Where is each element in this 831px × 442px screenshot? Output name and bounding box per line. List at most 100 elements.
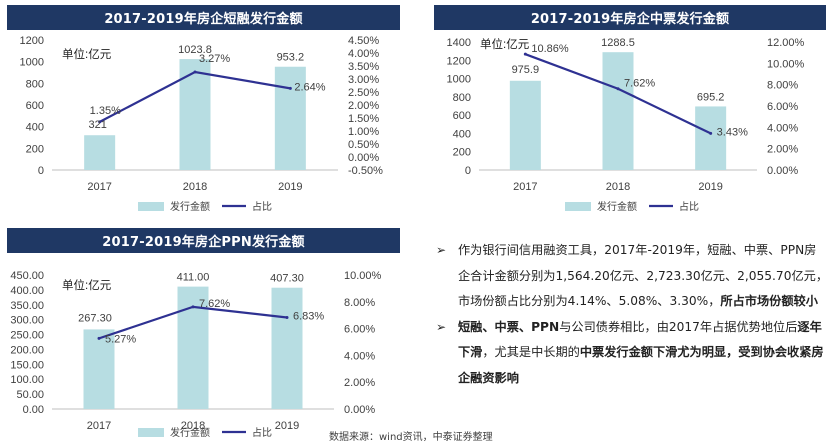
left-axis-tick-label: 400 [453, 128, 471, 140]
bar-value-label: 321 [88, 119, 106, 131]
legend-label-amount: 发行金额 [170, 426, 210, 439]
left-axis-tick-label: 0 [465, 165, 471, 177]
arrow-bullet-icon: ➢ [436, 319, 447, 334]
bar-value-label: 1288.5 [601, 37, 635, 49]
right-axis-tick-label: 12.00% [767, 37, 805, 49]
chart3-title: 2017-2019年房企PPN发行金额 [7, 228, 400, 253]
right-axis-tick-label: 0.00% [344, 404, 375, 416]
right-axis-tick-label: 2.00% [767, 144, 798, 156]
bar-value-label: 695.2 [697, 91, 725, 103]
x-axis-tick-label: 2017 [87, 181, 111, 193]
share-point-2017 [97, 336, 101, 340]
left-axis-tick-label: 1000 [447, 74, 471, 86]
note-bullet-1: ➢ 作为银行间信用融资工具，2017年-2019年，短融、中票、PPN房企合计金额… [436, 238, 828, 315]
right-axis-tick-label: 2.50% [348, 87, 379, 99]
legend-label-amount: 发行金额 [597, 200, 637, 213]
note1-text: 作为银行间信用融资工具，2017年-2019年，短融、中票、PPN房企合计金额分… [458, 243, 829, 308]
left-axis-tick-label: 200 [453, 147, 471, 159]
left-axis-tick-label: 1000 [20, 57, 44, 69]
right-axis-tick-label: 0.50% [348, 139, 379, 151]
note2-text-2: ，尤其是中长期的 [482, 345, 580, 359]
x-axis-tick-label: 2019 [278, 181, 302, 193]
chart1-short-term-notes: 0 200 400 600 800 1000 1200 -0.50%0.00%0.50%1.0… [20, 35, 384, 213]
left-axis-tick-label: 300.00 [10, 315, 44, 327]
bar-2018 [602, 52, 634, 170]
share-point-2019 [709, 131, 713, 135]
right-axis-tick-label: 10.00% [344, 270, 382, 282]
share-value-label: 7.62% [199, 298, 230, 310]
right-axis-tick-label: 1.00% [348, 126, 379, 138]
x-axis-tick-label: 2018 [183, 181, 207, 193]
left-axis-tick-label: 50.00 [16, 389, 44, 401]
left-axis-tick-label: 600 [26, 100, 44, 112]
bar-value-label: 953.2 [277, 52, 305, 64]
share-point-2018 [191, 305, 195, 309]
legend-swatch-amount [565, 202, 591, 211]
left-axis-tick-label: 0 [38, 165, 44, 177]
chart3-ppn: 0.00 50.00 100.00 150.00 200.00 250.00 300.00 3… [10, 270, 382, 439]
left-axis-tick-label: 200 [26, 143, 44, 155]
share-value-label: 10.86% [531, 43, 569, 55]
left-axis-tick-label: 1200 [447, 55, 471, 67]
bar-2019 [271, 287, 303, 409]
share-value-label: 6.83% [293, 310, 324, 322]
left-axis-tick-label: 0.00 [23, 404, 44, 416]
right-axis-tick-label: 2.00% [348, 100, 379, 112]
left-axis-tick-label: 150.00 [10, 359, 44, 371]
bar-value-label: 411.00 [177, 272, 210, 284]
right-axis-tick-label: 0.00% [767, 165, 798, 177]
left-axis-tick-label: 1400 [447, 37, 471, 49]
share-value-label: 7.62% [624, 78, 655, 90]
right-axis-tick-label: 8.00% [344, 297, 375, 309]
left-axis-tick-label: 800 [453, 92, 471, 104]
x-axis-tick-label: 2017 [87, 420, 111, 432]
note2-emphasis-2: 逐年下滑 [458, 319, 822, 360]
right-axis-tick-label: 2.00% [344, 377, 375, 389]
bar-2017 [509, 80, 541, 170]
share-value-label: 3.43% [717, 126, 748, 138]
left-axis-tick-label: 250.00 [10, 330, 44, 342]
chart1-title: 2017-2019年房企短融发行金额 [7, 5, 400, 30]
right-axis-tick-label: 3.00% [348, 74, 379, 86]
x-axis-tick-label: 2019 [698, 181, 722, 193]
left-axis-tick-label: 600 [453, 110, 471, 122]
note2-text-1: 与公司债券相比，由2017年占据优势地位后 [559, 319, 798, 334]
share-point-2019 [285, 315, 289, 319]
right-axis-tick-label: -0.50% [348, 165, 383, 177]
right-axis-tick-label: 0.00% [348, 152, 379, 164]
bar-value-label: 1023.8 [178, 44, 212, 56]
right-axis-tick-label: 6.00% [767, 101, 798, 113]
bar-2019 [695, 106, 727, 170]
left-axis-tick-label: 800 [26, 78, 44, 90]
right-axis-tick-label: 8.00% [767, 80, 798, 92]
arrow-bullet-icon: ➢ [436, 243, 447, 257]
chart2-title: 2017-2019年房企中票发行金额 [434, 5, 826, 30]
share-point-2019 [288, 86, 292, 90]
notes-panel: ➢ 作为银行间信用融资工具，2017年-2019年，短融、中票、PPN房企合计金额… [436, 238, 828, 391]
legend-swatch-amount [138, 202, 164, 211]
share-point-2018 [193, 70, 197, 74]
bar-value-label: 407.30 [270, 273, 304, 285]
left-axis-tick-label: 450.00 [10, 270, 44, 282]
x-axis-tick-label: 2019 [275, 420, 299, 432]
bar-value-label: 975.9 [512, 64, 540, 76]
unit-label: 单位:亿元 [62, 278, 112, 292]
x-axis-tick-label: 2018 [606, 181, 630, 193]
share-value-label: 3.27% [199, 53, 230, 65]
right-axis-tick-label: 1.50% [348, 113, 379, 125]
right-axis-tick-label: 4.00% [348, 48, 379, 60]
bar-2017 [83, 329, 115, 409]
note1-emphasis: 所占市场份额较小 [720, 294, 818, 308]
share-value-label: 2.64% [294, 81, 325, 93]
unit-label: 单位:亿元 [62, 47, 112, 61]
right-axis-tick-label: 4.50% [348, 35, 379, 47]
unit-label: 单位:亿元 [480, 37, 530, 51]
right-axis-tick-label: 3.50% [348, 61, 379, 73]
bar-2017 [84, 135, 116, 170]
share-value-label: 1.35% [90, 105, 121, 117]
bar-value-label: 267.30 [78, 312, 112, 324]
source-note: 数据来源：wind资讯，中泰证券整理 [329, 432, 493, 442]
x-axis-tick-label: 2017 [513, 181, 537, 193]
right-axis-tick-label: 4.00% [767, 122, 798, 134]
left-axis-tick-label: 400 [26, 122, 44, 134]
